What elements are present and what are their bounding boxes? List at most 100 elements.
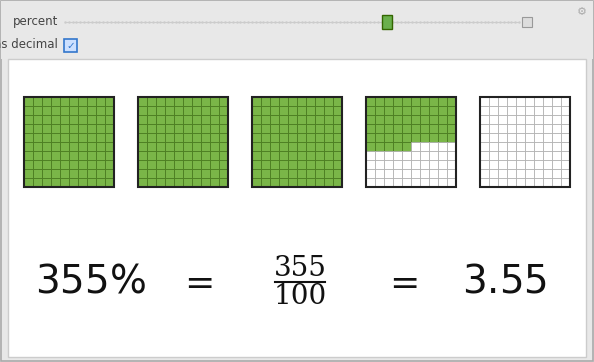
- Bar: [552, 151, 561, 160]
- Bar: [411, 115, 420, 124]
- Bar: [498, 169, 507, 178]
- Bar: [105, 151, 114, 160]
- Bar: [279, 169, 288, 178]
- Bar: [498, 151, 507, 160]
- Bar: [402, 124, 411, 133]
- Bar: [315, 106, 324, 115]
- Bar: [138, 115, 147, 124]
- Bar: [69, 133, 78, 142]
- Bar: [165, 106, 174, 115]
- Bar: [420, 142, 429, 151]
- Bar: [534, 124, 543, 133]
- Bar: [552, 160, 561, 169]
- Bar: [69, 160, 78, 169]
- Text: 100: 100: [273, 283, 327, 311]
- Bar: [324, 178, 333, 187]
- Bar: [525, 133, 534, 142]
- Bar: [87, 178, 96, 187]
- Bar: [561, 169, 570, 178]
- Bar: [192, 169, 201, 178]
- Bar: [174, 178, 183, 187]
- Bar: [156, 160, 165, 169]
- Bar: [138, 97, 147, 106]
- Bar: [525, 124, 534, 133]
- Bar: [78, 115, 87, 124]
- Bar: [279, 106, 288, 115]
- Bar: [366, 106, 375, 115]
- Bar: [219, 106, 228, 115]
- Bar: [252, 124, 261, 133]
- Bar: [183, 151, 192, 160]
- Bar: [87, 151, 96, 160]
- Bar: [393, 106, 402, 115]
- Bar: [402, 151, 411, 160]
- Bar: [516, 178, 525, 187]
- Bar: [219, 133, 228, 142]
- Bar: [297, 124, 306, 133]
- Bar: [42, 106, 51, 115]
- Bar: [429, 142, 438, 151]
- Bar: [78, 97, 87, 106]
- Bar: [138, 178, 147, 187]
- Bar: [261, 133, 270, 142]
- Bar: [489, 97, 498, 106]
- Bar: [252, 160, 261, 169]
- Bar: [183, 133, 192, 142]
- Bar: [411, 160, 420, 169]
- Bar: [516, 151, 525, 160]
- Bar: [24, 124, 33, 133]
- Bar: [480, 133, 489, 142]
- Bar: [297, 106, 306, 115]
- Bar: [384, 124, 393, 133]
- Bar: [174, 151, 183, 160]
- Bar: [192, 124, 201, 133]
- Bar: [366, 133, 375, 142]
- Bar: [51, 115, 60, 124]
- Bar: [201, 178, 210, 187]
- Bar: [411, 169, 420, 178]
- Bar: [165, 133, 174, 142]
- Bar: [489, 169, 498, 178]
- Bar: [210, 160, 219, 169]
- Bar: [411, 124, 420, 133]
- Bar: [183, 97, 192, 106]
- Bar: [147, 115, 156, 124]
- Bar: [543, 178, 552, 187]
- Bar: [60, 124, 69, 133]
- Bar: [51, 151, 60, 160]
- Bar: [384, 151, 393, 160]
- Bar: [192, 106, 201, 115]
- Bar: [411, 142, 420, 151]
- Bar: [447, 133, 456, 142]
- Bar: [192, 115, 201, 124]
- Bar: [210, 97, 219, 106]
- Bar: [324, 106, 333, 115]
- Bar: [543, 106, 552, 115]
- Bar: [261, 151, 270, 160]
- Bar: [24, 178, 33, 187]
- Bar: [138, 142, 147, 151]
- Bar: [447, 115, 456, 124]
- Bar: [525, 97, 534, 106]
- Bar: [165, 178, 174, 187]
- Bar: [315, 160, 324, 169]
- Bar: [507, 97, 516, 106]
- Bar: [33, 151, 42, 160]
- Bar: [489, 160, 498, 169]
- Bar: [297, 142, 306, 151]
- Bar: [138, 133, 147, 142]
- Bar: [78, 142, 87, 151]
- Bar: [324, 151, 333, 160]
- Bar: [306, 124, 315, 133]
- Bar: [525, 178, 534, 187]
- Bar: [24, 133, 33, 142]
- Bar: [543, 115, 552, 124]
- Bar: [69, 124, 78, 133]
- Bar: [165, 151, 174, 160]
- Bar: [147, 133, 156, 142]
- Bar: [447, 169, 456, 178]
- Bar: [402, 133, 411, 142]
- Bar: [165, 142, 174, 151]
- Bar: [201, 133, 210, 142]
- Bar: [420, 178, 429, 187]
